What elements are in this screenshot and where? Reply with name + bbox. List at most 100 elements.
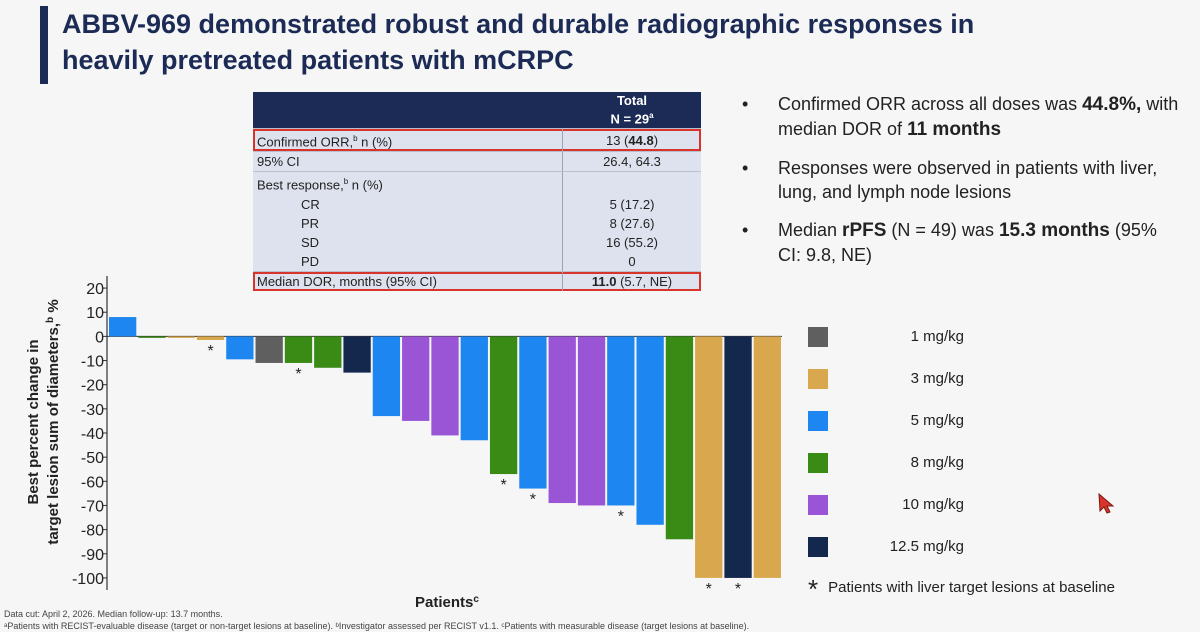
header-n-label: N = 29 [610, 111, 650, 127]
y-tick-label: 20 [86, 281, 104, 298]
row-value: 5 (17.2) [562, 194, 701, 214]
y-tick-label: -50 [81, 450, 104, 467]
bullet-orr: Confirmed ORR across all doses was 44.8%… [740, 92, 1180, 142]
bar [636, 336, 664, 525]
table-row-sd: SD 16 (55.2) [253, 232, 701, 252]
bar [284, 336, 313, 363]
y-axis-label-line-2: target lesion sum of diameters,b % [45, 299, 62, 544]
bars [109, 317, 781, 578]
row-value: 13 (44.8) [562, 128, 701, 153]
liver-star-marker: * [500, 477, 506, 494]
bullet-rpfs: Median rPFS (N = 49) was 15.3 months (95… [740, 218, 1180, 267]
legend-label: 12.5 mg/kg [889, 538, 964, 555]
y-tick-label: -70 [81, 498, 104, 515]
bar [138, 336, 166, 338]
legend-swatch [808, 537, 828, 557]
row-value [562, 171, 701, 195]
liver-star-marker: * [706, 581, 712, 598]
legend-label: 5 mg/kg [910, 412, 964, 429]
footnote-data-cut: Data cut: April 2, 2026. Median follow-u… [4, 609, 223, 619]
bar [431, 336, 459, 436]
y-axis-label: Best percent change in target lesion sum… [25, 299, 62, 544]
row-label: Confirmed ORR,b n (%) [253, 128, 563, 153]
table-header-row: Total N = 29a [253, 92, 701, 129]
y-tick-label: -90 [81, 547, 104, 564]
y-tick-label: -30 [81, 402, 104, 419]
row-value: 16 (55.2) [562, 232, 701, 252]
bar [255, 336, 283, 363]
y-axis-label-line-1: Best percent change in [25, 339, 42, 504]
slide-title: ABBV-969 demonstrated robust and durable… [62, 6, 1182, 78]
legend-item-3mg: 3 mg/kg [808, 369, 1108, 389]
row-label: Best response,b n (%) [257, 177, 383, 193]
slide-title-line-2: heavily pretreated patients with mCRPC [62, 45, 574, 75]
bar [402, 336, 430, 421]
table-header-empty [253, 92, 563, 129]
legend-item-1mg: 1 mg/kg [808, 327, 1108, 347]
row-value: 8 (27.6) [562, 213, 701, 233]
legend-item-8mg: 8 mg/kg [808, 453, 1108, 473]
footnote-definitions: ᵃPatients with RECIST-evaluable disease … [4, 621, 750, 631]
liver-lesion-note: * Patients with liver target lesions at b… [808, 576, 1188, 602]
row-label: CR [301, 196, 320, 212]
liver-star-marker: * [530, 492, 536, 509]
legend-label: 3 mg/kg [910, 370, 964, 387]
table-row-pr: PR 8 (27.6) [253, 213, 701, 233]
y-tick-label: -40 [81, 426, 104, 443]
legend-swatch [808, 369, 828, 389]
liver-markers: * * * * * * * [207, 343, 741, 598]
bar [372, 336, 401, 417]
table-row-best-response: Best response,b n (%) [253, 171, 701, 195]
title-accent-bar [40, 6, 48, 84]
header-total-label: Total [616, 93, 648, 109]
legend-item-5mg: 5 mg/kg [808, 411, 1108, 431]
bar [226, 336, 254, 360]
legend-label: 1 mg/kg [910, 328, 964, 345]
bar [460, 336, 488, 441]
liver-star-marker: * [295, 366, 301, 383]
key-findings-list: Confirmed ORR across all doses was 44.8%… [740, 92, 1180, 281]
y-tick-label: 0 [95, 329, 104, 346]
star-icon: * [808, 574, 819, 604]
table-header-total: Total N = 29a [562, 92, 701, 129]
table-row-ci: 95% CI 26.4, 64.3 [253, 151, 701, 173]
legend-label: 8 mg/kg [910, 454, 964, 471]
bar [109, 317, 137, 337]
y-tick-label: -20 [81, 378, 104, 395]
bar [489, 336, 518, 475]
footnotes: Data cut: April 2, 2026. Median follow-u… [4, 608, 1194, 632]
row-value: 0 [562, 251, 701, 272]
legend-swatch [808, 327, 828, 347]
row-label: Median DOR, months (95% CI) [253, 271, 563, 291]
y-tick-label: 10 [86, 305, 104, 322]
bar [665, 336, 694, 540]
bar [167, 336, 195, 338]
row-value: 11.0 (5.7, NE) [562, 271, 701, 291]
bar [196, 336, 225, 341]
bar [577, 336, 606, 506]
liver-star-marker: * [735, 581, 741, 598]
row-label: PD [253, 251, 563, 272]
bar [519, 336, 547, 489]
legend-label: 10 mg/kg [902, 496, 964, 513]
table-row-orr: Confirmed ORR,b n (%) 13 (44.8) [253, 128, 701, 153]
legend-swatch [808, 411, 828, 431]
y-tick-label: -10 [81, 354, 104, 371]
liver-star-marker: * [207, 343, 213, 360]
bar [607, 336, 635, 506]
header-n-sup: a [649, 111, 654, 121]
bar [753, 336, 781, 578]
y-tick-label: -60 [81, 474, 104, 491]
table-row-dor: Median DOR, months (95% CI) 11.0 (5.7, N… [253, 271, 701, 291]
waterfall-chart: Best percent change in target lesion sum… [25, 276, 782, 611]
row-label: SD [301, 234, 320, 250]
legend-item-10mg: 10 mg/kg [808, 495, 1108, 515]
response-table: Total N = 29a Confirmed ORR,b n (%) 13 (… [253, 92, 701, 291]
legend-swatch [808, 453, 828, 473]
bar [548, 336, 576, 504]
bar [724, 336, 752, 578]
row-label: PR [301, 215, 320, 231]
mouse-pointer-icon [1098, 492, 1115, 514]
liver-star-marker: * [618, 508, 624, 525]
legend-item-12-5mg: 12.5 mg/kg [808, 537, 1108, 557]
